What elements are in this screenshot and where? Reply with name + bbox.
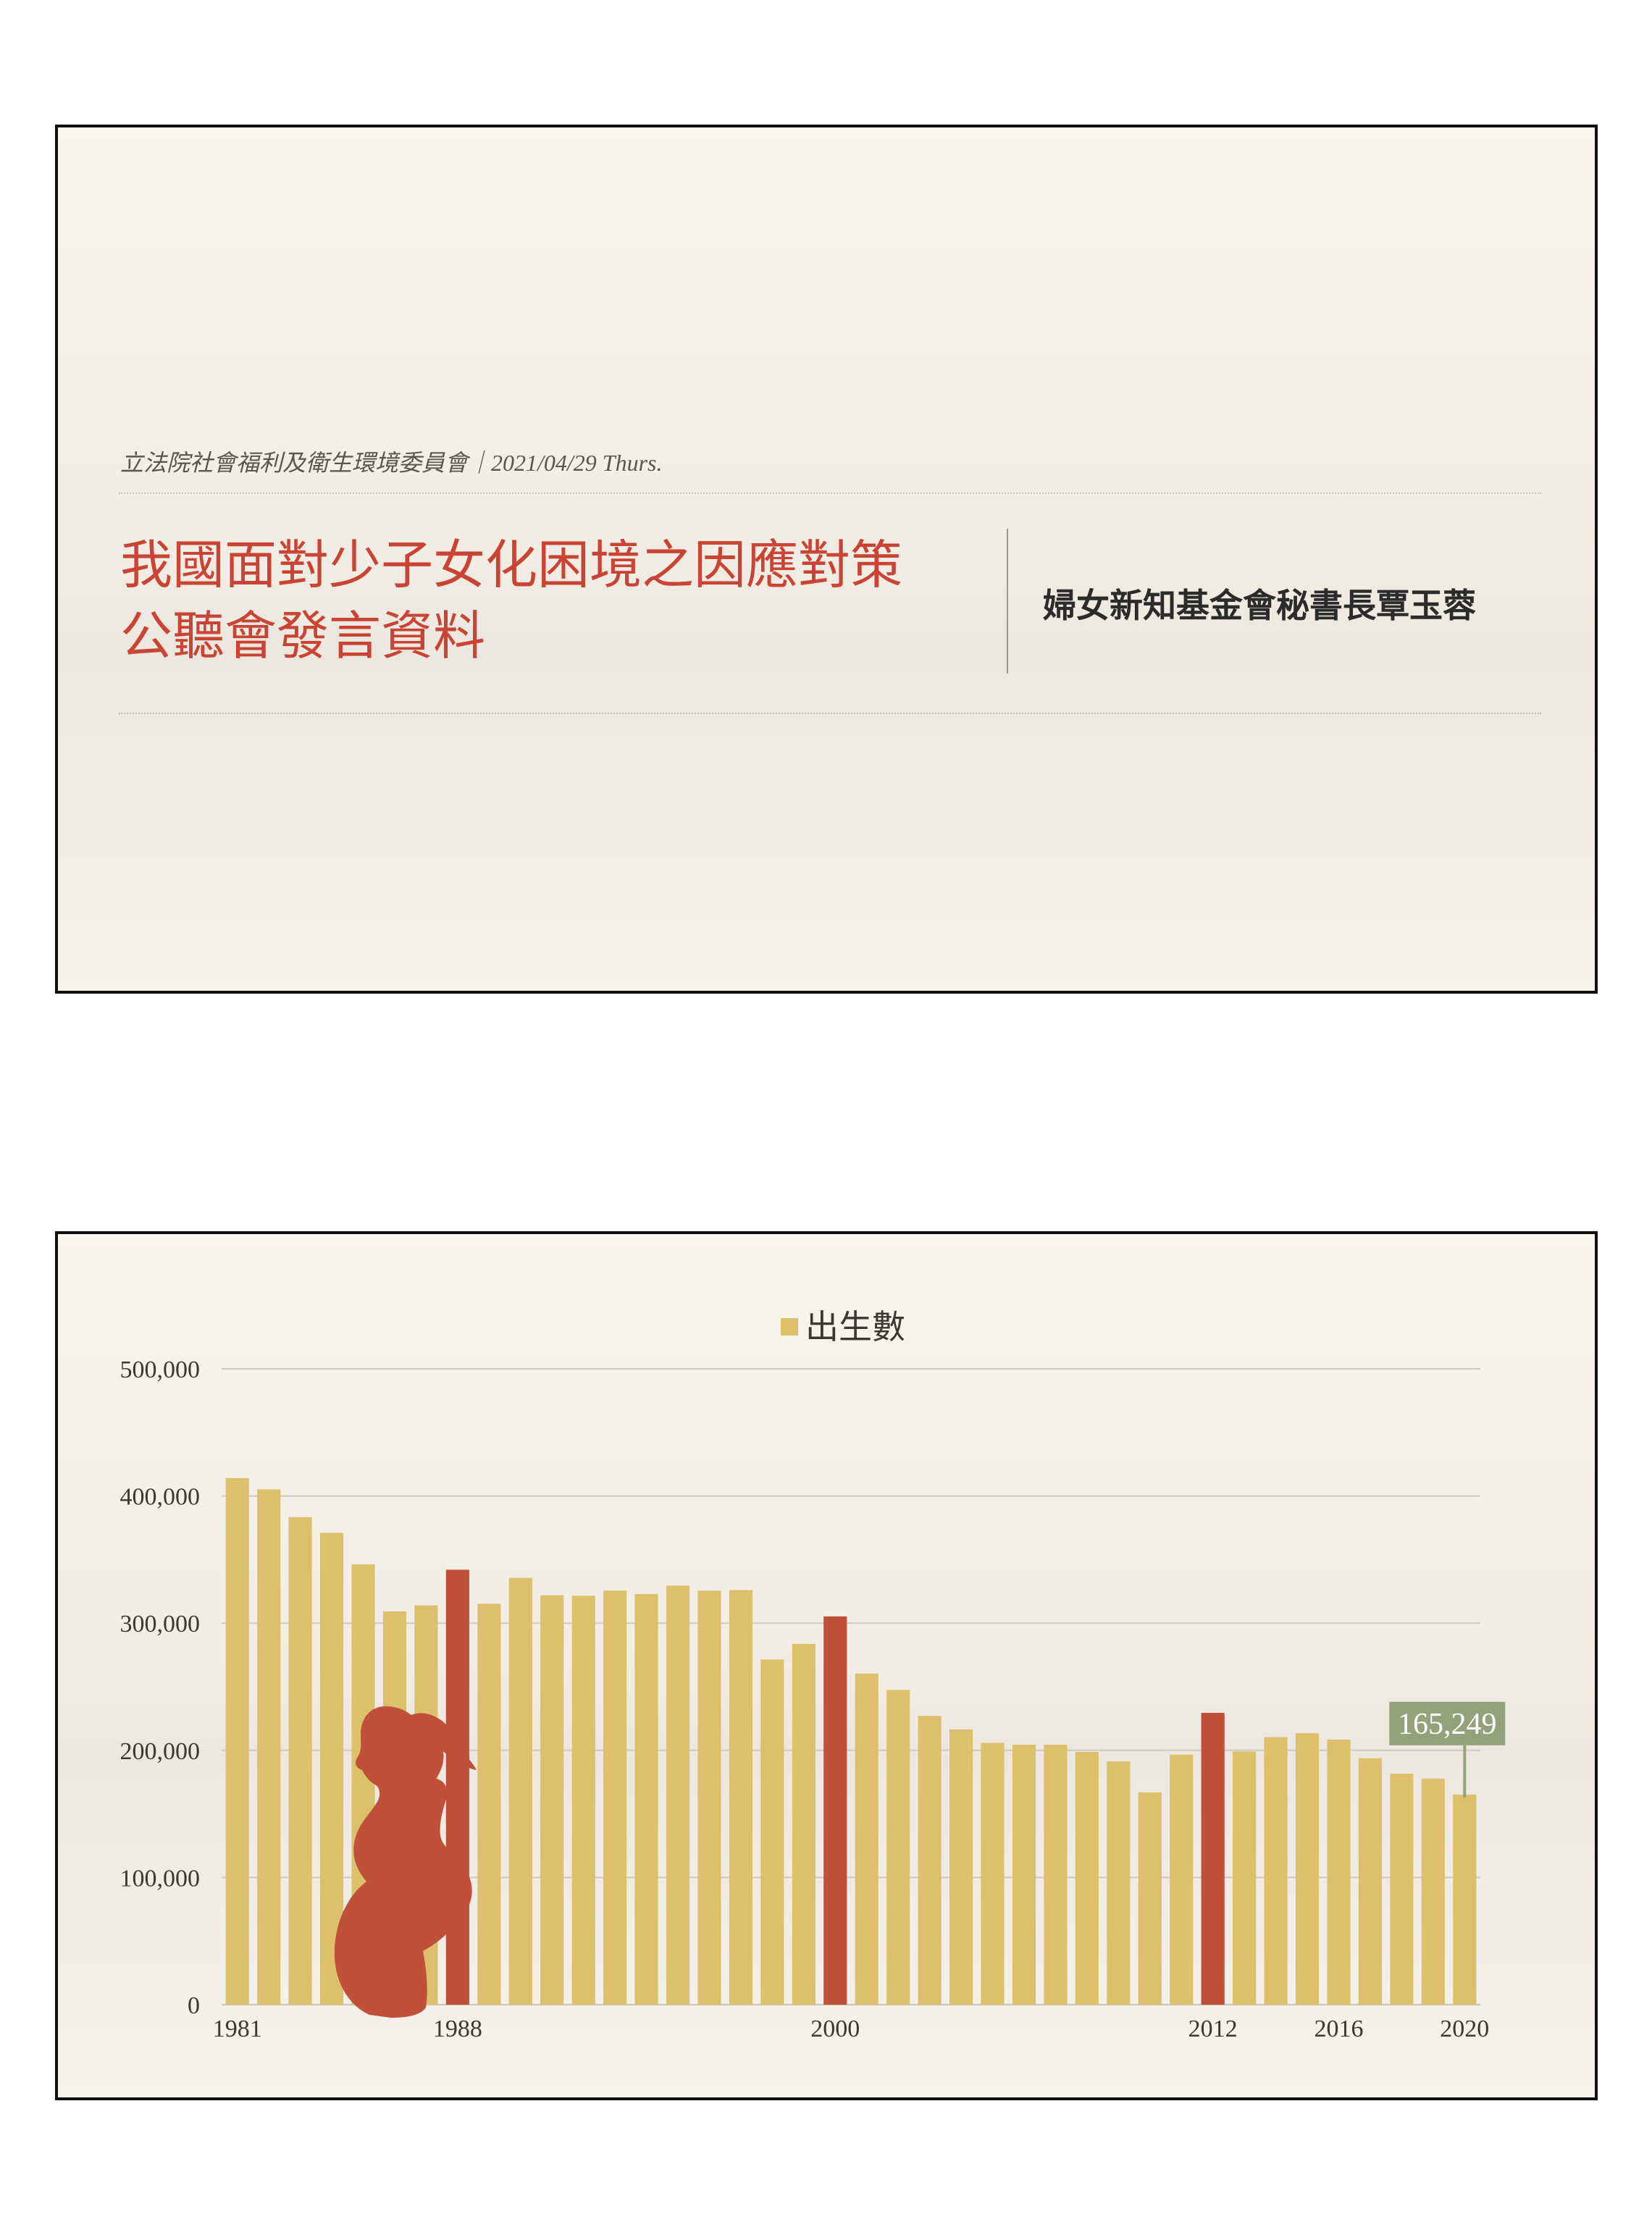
- y-tick-label: 100,000: [120, 1865, 201, 1892]
- bar: [603, 1590, 627, 2005]
- bottom-dotted-rule: [119, 713, 1541, 714]
- y-axis-tick-labels: 0 100,000 200,000 300,000 400,000 500,000: [120, 1357, 201, 2019]
- bar-highlighted: [823, 1616, 847, 2005]
- bar: [1390, 1774, 1414, 2005]
- legend-label: 出生數: [805, 1307, 905, 1346]
- bar: [886, 1690, 910, 2005]
- y-tick-label: 300,000: [120, 1611, 201, 1638]
- title-line-1: 我國面對少子女化困境之因應對策: [120, 537, 903, 595]
- chart-slide: 0 100,000 200,000 300,000 400,000 500,000 198…: [55, 1231, 1598, 2100]
- bar: [477, 1603, 501, 2005]
- x-tick-label: 2012: [1188, 2016, 1238, 2042]
- bar: [760, 1659, 784, 2005]
- bar: [666, 1585, 690, 2005]
- slide-title: 我國面對少子女化困境之因應對策 公聽會發言資料: [120, 530, 1047, 672]
- x-tick-label: 2000: [810, 2016, 860, 2042]
- bar: [1295, 1732, 1320, 2005]
- y-tick-label: 400,000: [120, 1484, 201, 1511]
- bar: [792, 1643, 815, 2005]
- value-callout: 165,249: [1389, 1701, 1506, 1798]
- legend-swatch: [781, 1318, 798, 1335]
- bar: [1044, 1745, 1068, 2005]
- bar: [1075, 1752, 1099, 2005]
- x-tick-label: 2016: [1314, 2016, 1363, 2042]
- bar: [571, 1595, 595, 2005]
- author-name: 婦女新知基金會秘書長覃玉蓉: [1043, 586, 1476, 625]
- callout-label: 165,249: [1398, 1708, 1497, 1741]
- bar: [1421, 1778, 1445, 2005]
- bar-highlighted: [1201, 1713, 1225, 2005]
- bar: [1233, 1751, 1257, 2005]
- callout-box: [1389, 1701, 1506, 1745]
- title-line-2: 公聽會發言資料: [120, 608, 486, 666]
- slide-subtitle: 立法院社會福利及衛生環境委員會｜2021/04/29 Thurs.: [120, 450, 663, 476]
- bar: [949, 1729, 973, 2005]
- bar: [1264, 1737, 1288, 2005]
- bar: [1327, 1739, 1351, 2005]
- top-dotted-rule: [119, 492, 1541, 494]
- y-tick-label: 500,000: [120, 1357, 201, 1383]
- bar: [1107, 1761, 1131, 2005]
- bar: [225, 1477, 249, 2005]
- birth-count-bar-chart: 0 100,000 200,000 300,000 400,000 500,000 198…: [120, 1307, 1506, 2042]
- bar: [508, 1577, 532, 2005]
- bar: [288, 1517, 312, 2005]
- x-tick-label: 1988: [433, 2016, 482, 2042]
- y-tick-label: 0: [188, 1992, 200, 2019]
- bar: [729, 1590, 753, 2005]
- bar: [1138, 1792, 1162, 2005]
- pregnant-woman-silhouette-icon: [334, 1706, 477, 2018]
- vertical-divider: [1007, 529, 1008, 674]
- bar: [257, 1489, 281, 2005]
- bar: [918, 1716, 942, 2005]
- bar: [855, 1673, 879, 2005]
- bar: [1453, 1794, 1477, 2005]
- x-tick-label: 1981: [213, 2016, 262, 2042]
- x-axis-tick-labels: 1981 1988 2000 2012 2016 2020: [213, 2016, 1490, 2042]
- x-tick-label: 2020: [1440, 2016, 1489, 2042]
- bar: [981, 1743, 1005, 2005]
- bar: [540, 1595, 564, 2005]
- bar: [1170, 1754, 1194, 2005]
- bar: [1012, 1744, 1036, 2005]
- bar: [634, 1593, 658, 2005]
- bar: [1358, 1758, 1383, 2005]
- title-slide: 立法院社會福利及衛生環境委員會｜2021/04/29 Thurs. 我國面對少子…: [55, 125, 1598, 994]
- bar-highlighted: [445, 1569, 469, 2005]
- y-tick-label: 200,000: [120, 1738, 201, 1765]
- legend: 出生數: [781, 1307, 905, 1346]
- bar: [697, 1590, 721, 2005]
